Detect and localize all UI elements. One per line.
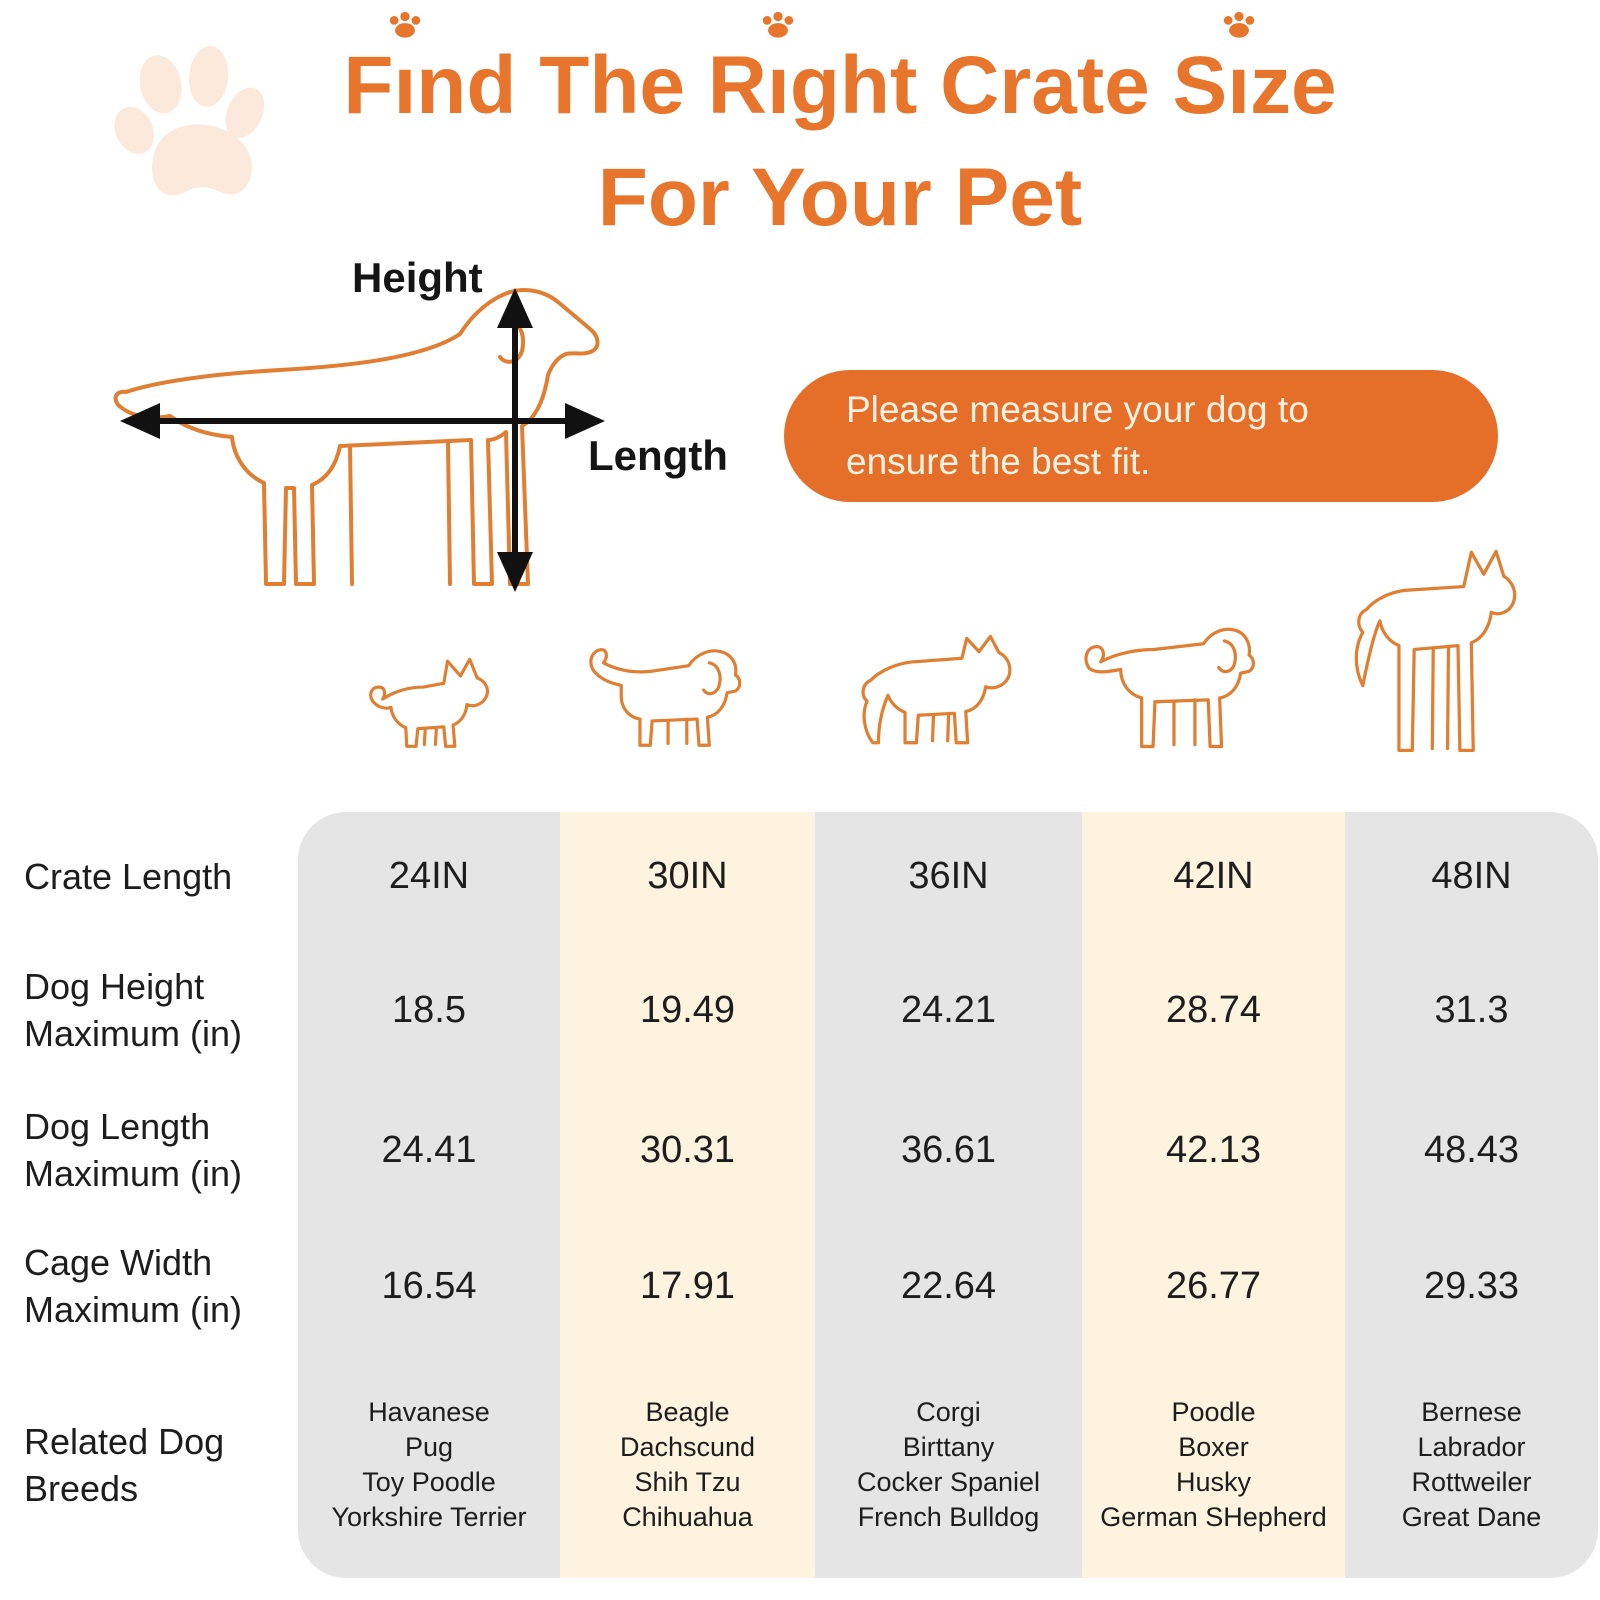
dog-length-max-value: 30.31	[639, 1128, 736, 1171]
paw-dot-i: ı	[763, 11, 794, 136]
dog-height-max-value: 31.3	[1434, 988, 1509, 1031]
dog-height-max-value: 19.49	[639, 988, 736, 1031]
callout-text-line2: ensure the best fit.	[846, 441, 1151, 482]
row-label-dog-length-max: Dog Length Maximum (in)	[24, 1106, 243, 1194]
length-label: Length	[588, 432, 728, 479]
crate-length-value: 30IN	[647, 854, 728, 897]
great-dane-icon	[1354, 549, 1517, 752]
height-arrow-icon	[497, 288, 533, 592]
dog-length-max-value: 48.43	[1423, 1128, 1520, 1171]
page-title-line1: Fı nd The Rı ght Crate Sı ze	[90, 11, 1590, 136]
dog-height-max-value: 24.21	[900, 988, 997, 1031]
crate-length-value: 24IN	[388, 854, 470, 897]
row-label-cage-width-max: Cage Width Maximum (in)	[24, 1242, 243, 1330]
crate-length-value: 36IN	[908, 854, 989, 897]
row-label-related-breeds: Related Dog Breeds	[24, 1421, 225, 1509]
dog-length-max-value: 42.13	[1165, 1128, 1262, 1171]
callout-text-line1: Please measure your dog to	[846, 389, 1309, 430]
paw-watermark-icon	[114, 46, 265, 196]
dog-height-max-value: 28.74	[1165, 988, 1262, 1031]
labrador-icon	[1084, 627, 1256, 749]
dog-length-max-value: 36.61	[900, 1128, 997, 1171]
paw-dot-i: ı	[1223, 11, 1254, 136]
beagle-icon	[589, 648, 742, 747]
crate-length-value: 48IN	[1431, 854, 1512, 897]
measuring-dog-diagram-icon	[113, 288, 605, 592]
dog-height-max-value: 18.5	[392, 988, 466, 1031]
size-column-36in: 36IN 24.21 36.61 22.64 Corgi Birttany Co…	[815, 812, 1082, 1578]
cage-width-max-value: 29.33	[1423, 1264, 1520, 1307]
cage-width-max-value: 22.64	[900, 1264, 997, 1307]
cage-width-max-value: 26.77	[1165, 1264, 1262, 1307]
size-column-30in: 30IN 19.49 30.31 17.91 Beagle Dachscund …	[560, 812, 815, 1578]
measure-callout: Please measure your dog to ensure the be…	[784, 370, 1498, 502]
size-table-row-labels: Crate Length Dog Height Maximum (in) Dog…	[20, 812, 298, 1578]
dog-length-max-value: 24.41	[381, 1128, 477, 1171]
chihuahua-icon	[369, 657, 489, 748]
row-label-crate-length: Crate Length	[24, 855, 233, 897]
husky-icon	[861, 634, 1012, 745]
paw-dot-i: ı	[389, 11, 421, 136]
size-column-42in: 42IN 28.74 42.13 26.77 Poodle Boxer Husk…	[1082, 812, 1345, 1578]
length-arrow-icon	[120, 403, 605, 439]
size-column-24in: 24IN 18.5 24.41 16.54 Havanese Pug Toy P…	[298, 812, 560, 1578]
size-column-48in: 48IN 31.3 48.43 29.33 Bernese Labrador R…	[1345, 812, 1598, 1578]
cage-width-max-value: 16.54	[381, 1264, 477, 1307]
related-breeds-list: Bernese Labrador Rottweiler Great Dane	[1401, 1397, 1542, 1532]
related-breeds-list: Havanese Pug Toy Poodle Yorkshire Terrie…	[331, 1397, 527, 1532]
height-label: Height	[352, 254, 483, 301]
related-breeds-list: Beagle Dachscund Shih Tzu Chihuahua	[619, 1397, 756, 1532]
related-breeds-list: Poodle Boxer Husky German SHepherd	[1100, 1397, 1327, 1532]
page-title-line2: For Your Pet	[597, 152, 1083, 243]
crate-length-value: 42IN	[1173, 854, 1254, 897]
row-label-dog-height-max: Dog Height Maximum (in)	[24, 966, 243, 1054]
cage-width-max-value: 17.91	[639, 1264, 736, 1307]
related-breeds-list: Corgi Birttany Cocker Spaniel French Bul…	[856, 1397, 1041, 1532]
